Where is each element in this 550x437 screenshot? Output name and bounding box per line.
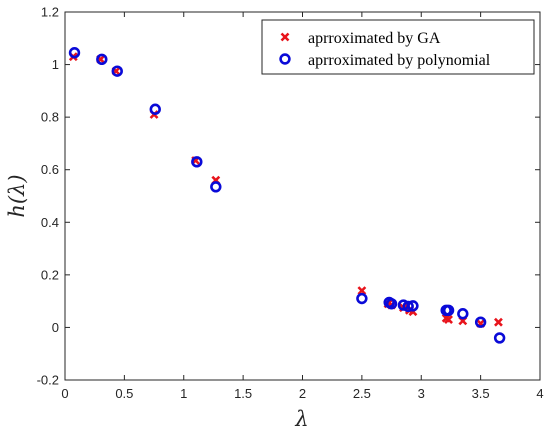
x-axis-label: λ [294,407,308,431]
ga-point [357,286,367,296]
data-markers [68,47,506,344]
y-tick-label: 0 [52,320,59,335]
polynomial-point [402,300,414,313]
ga-point [494,317,503,327]
x-tick-label: 3.5 [472,386,490,401]
polynomial-point [210,181,222,193]
legend: aprroximated by GA aprroximated by polyn… [261,19,535,75]
legend-marker-ga [280,32,290,42]
polynomial-point [457,308,469,320]
ga-point [444,315,453,324]
y-tick-label: 0.4 [41,215,59,230]
polynomial-point [356,292,368,305]
x-tick-label: 2 [299,386,306,401]
y-tick-label: 0.2 [41,267,59,282]
polynomial-point [407,300,419,312]
x-tick-label: 1.5 [234,386,252,401]
x-tick-label: 4 [536,386,543,401]
polynomial-point [385,298,398,310]
polynomial-point [191,156,203,168]
polynomial-point [442,304,455,317]
legend-marker-polynomial [279,53,291,65]
polynomial-point [68,47,81,59]
x-tick-label: 3 [418,386,425,401]
legend-markers [279,32,291,65]
legend-box [261,19,535,75]
axis-ticks: 0 0.5 1 1.5 2 2.5 3 3.5 4-0.200.20.40.60.811.2 [37,5,544,402]
legend-label-ga: aprroximated by GA [308,30,441,47]
x-tick-label: 0 [61,386,68,401]
polynomial-point [96,53,108,66]
polynomial-point [493,332,506,344]
x-tick-label: 2.5 [353,386,371,401]
y-tick-label: 0.8 [41,110,59,125]
x-tick-label: 0.5 [115,386,133,401]
y-tick-label: 1 [52,57,59,72]
legend-label-polynomial: aprroximated by polynomial [308,52,491,69]
x-tick-label: 1 [180,386,187,401]
polynomial-point [111,65,123,77]
polynomial-point [474,316,487,328]
y-axis-label: h(λ) [5,174,29,217]
y-tick-label: -0.2 [37,373,59,388]
y-tick-label: 0.6 [41,162,59,177]
y-tick-label: 1.2 [41,5,59,20]
polynomial-point [149,103,161,115]
